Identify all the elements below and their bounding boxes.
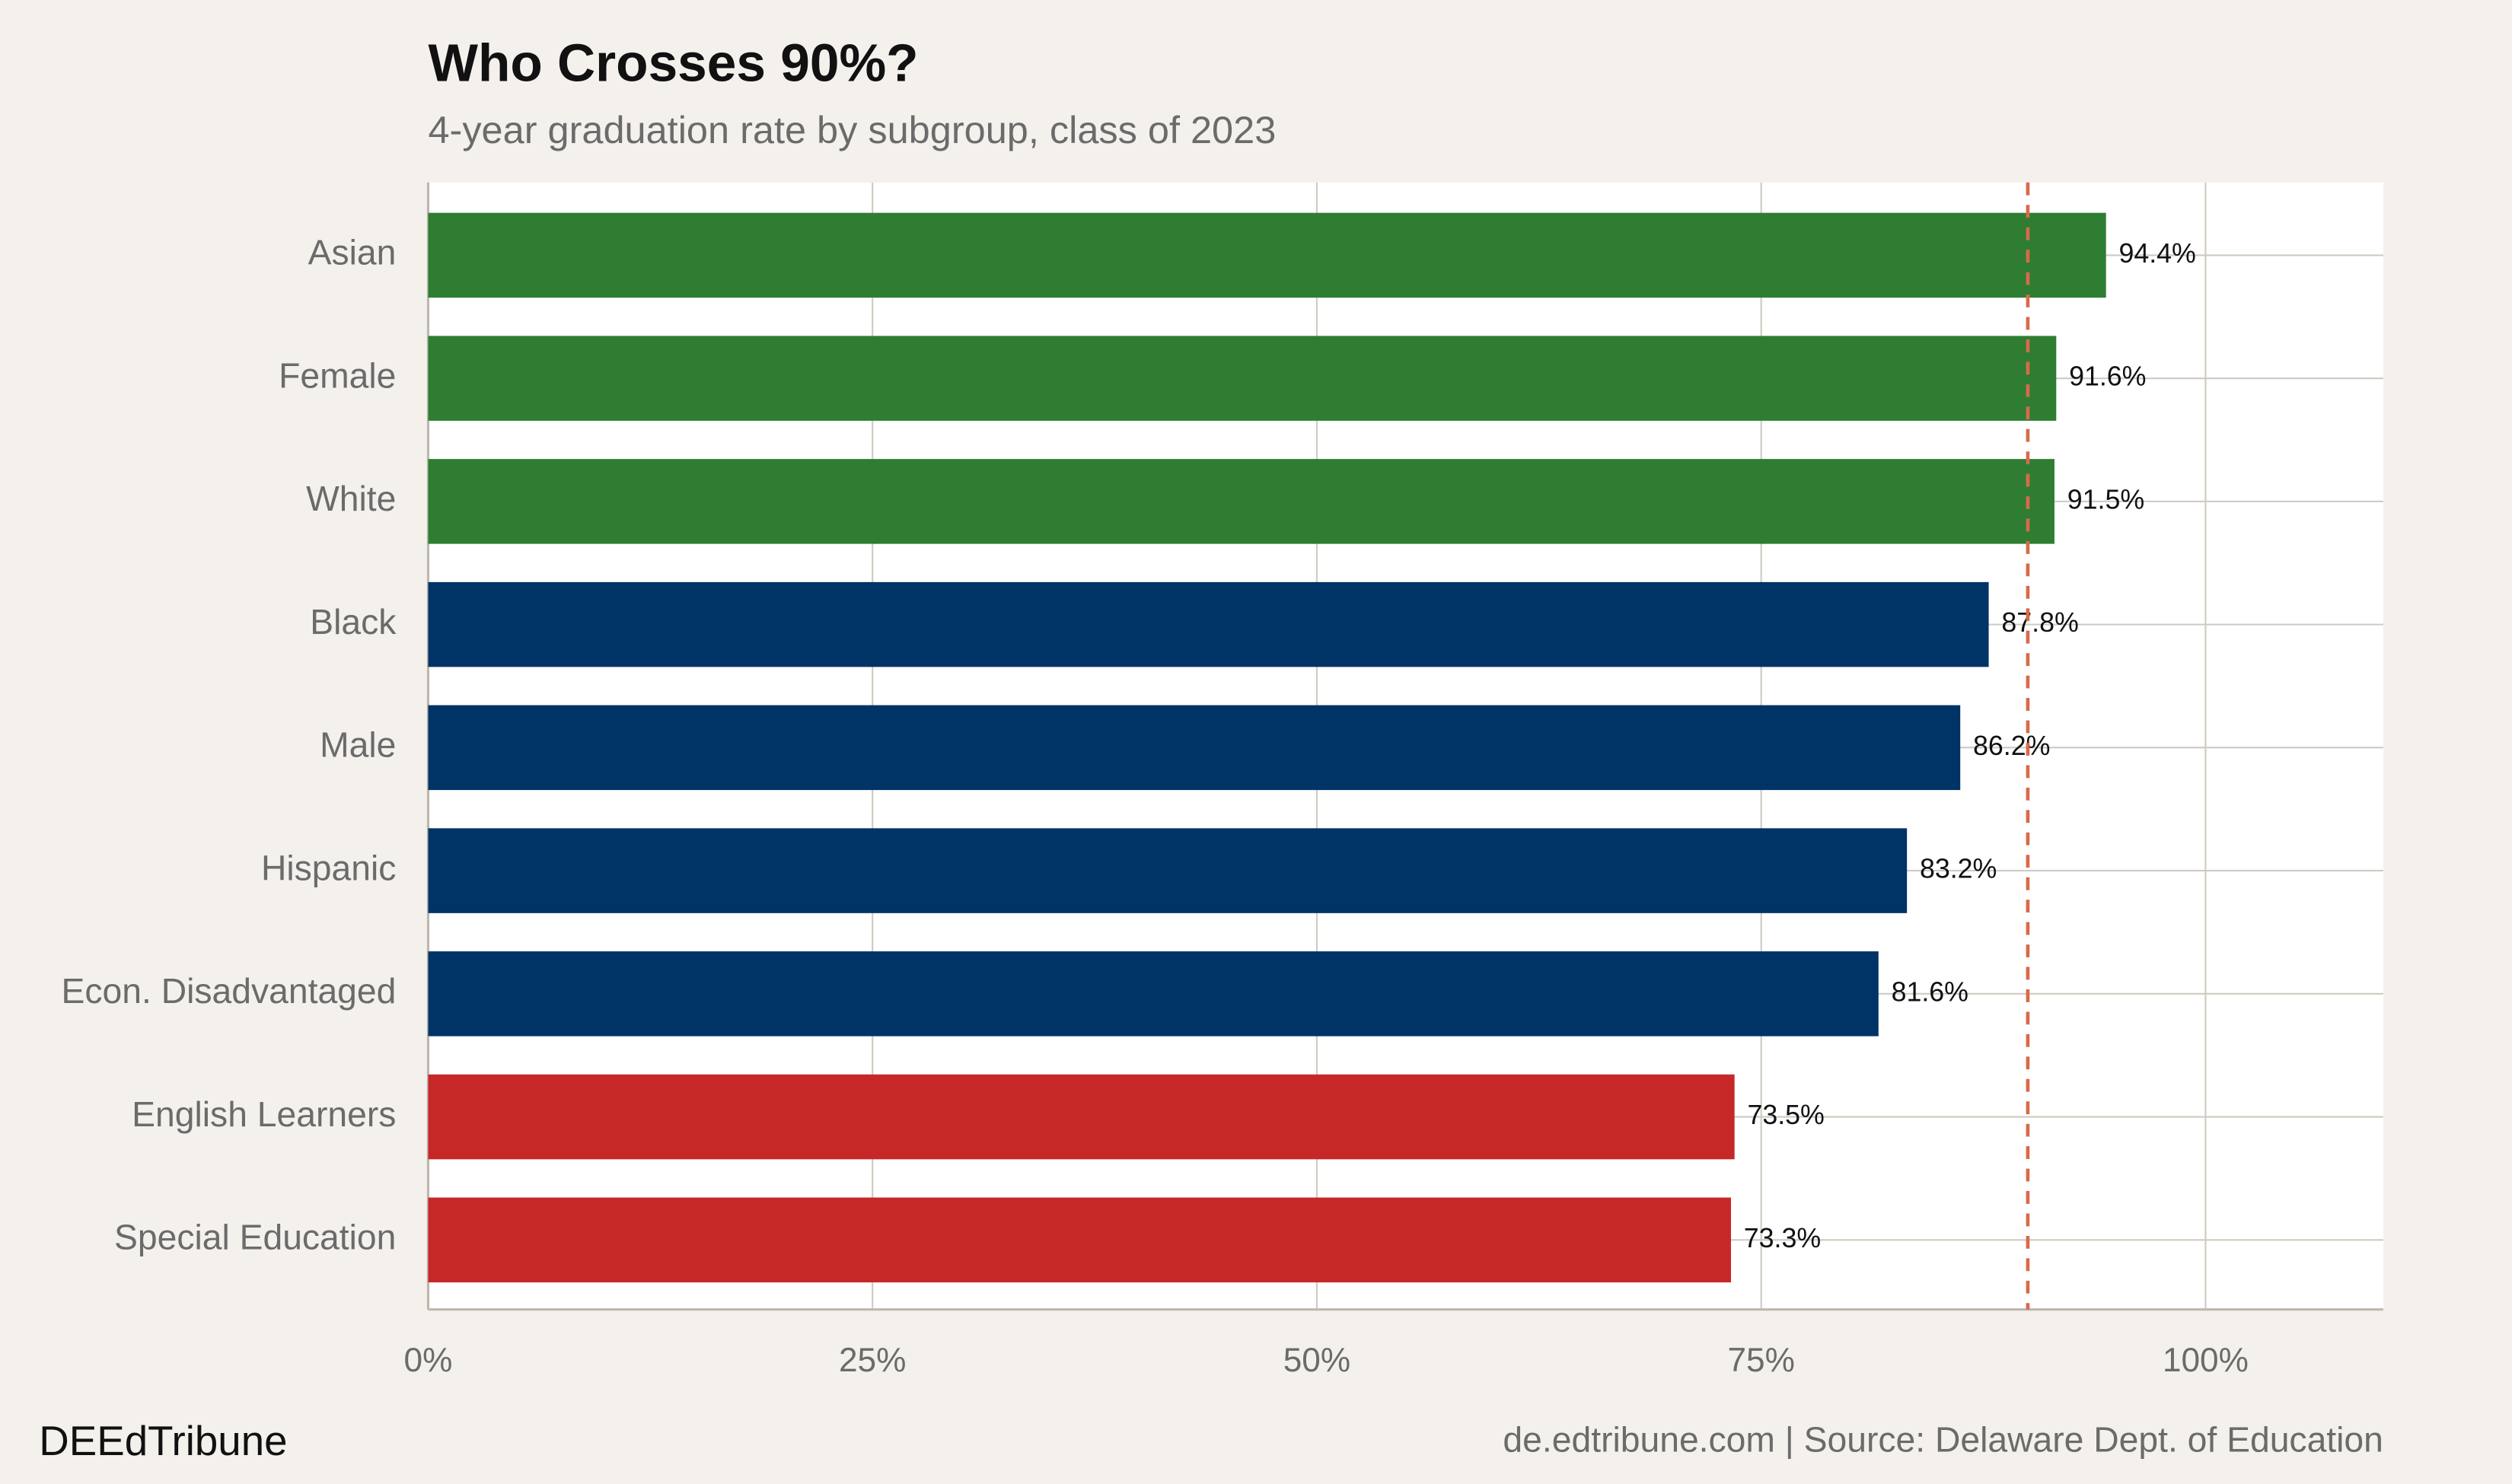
bar bbox=[428, 581, 1989, 667]
x-tick-label: 25% bbox=[839, 1342, 906, 1379]
source: de.edtribune.com | Source: Delaware Dept… bbox=[1503, 1420, 2383, 1460]
value-label: 91.6% bbox=[2069, 361, 2146, 392]
chart-title: Who Crosses 90%? bbox=[428, 33, 918, 93]
chart-subtitle: 4-year graduation rate by subgroup, clas… bbox=[428, 108, 1276, 151]
y-tick-label: Black bbox=[310, 602, 397, 642]
y-tick-label: Asian bbox=[308, 233, 397, 272]
bar bbox=[428, 459, 2055, 544]
brand: DEEdTribune bbox=[39, 1417, 287, 1464]
x-tick-label: 100% bbox=[2163, 1342, 2249, 1379]
y-tick-label: Male bbox=[320, 725, 396, 765]
x-tick-label: 75% bbox=[1727, 1342, 1794, 1379]
x-tick-label: 50% bbox=[1283, 1342, 1350, 1379]
value-label: 87.8% bbox=[2001, 607, 2078, 638]
y-tick-label: Hispanic bbox=[261, 848, 396, 887]
value-label: 91.5% bbox=[2067, 484, 2144, 514]
y-tick-label: White bbox=[306, 479, 396, 518]
x-tick-label: 0% bbox=[404, 1342, 453, 1379]
bar bbox=[428, 705, 1961, 791]
value-label: 73.3% bbox=[1744, 1223, 1821, 1253]
y-tick-label: English Learners bbox=[132, 1094, 396, 1134]
bar bbox=[428, 1074, 1735, 1160]
plot: 0% 25% 50% 75% 100% Asian 94.4% Female 91.6% Whit… bbox=[62, 182, 2383, 1379]
value-label: 73.5% bbox=[1747, 1100, 1824, 1130]
y-tick-label: Female bbox=[279, 355, 396, 395]
value-label: 83.2% bbox=[1920, 854, 1997, 884]
bar bbox=[428, 951, 1879, 1037]
bar bbox=[428, 828, 1908, 913]
value-label: 94.4% bbox=[2118, 238, 2195, 269]
value-label: 86.2% bbox=[1973, 731, 2050, 761]
bar bbox=[428, 336, 2057, 421]
value-label: 81.6% bbox=[1892, 976, 1968, 1007]
bar bbox=[428, 212, 2106, 298]
bar bbox=[428, 1197, 1731, 1283]
y-tick-label: Special Education bbox=[114, 1218, 396, 1257]
y-tick-label: Econ. Disadvantaged bbox=[62, 971, 397, 1011]
